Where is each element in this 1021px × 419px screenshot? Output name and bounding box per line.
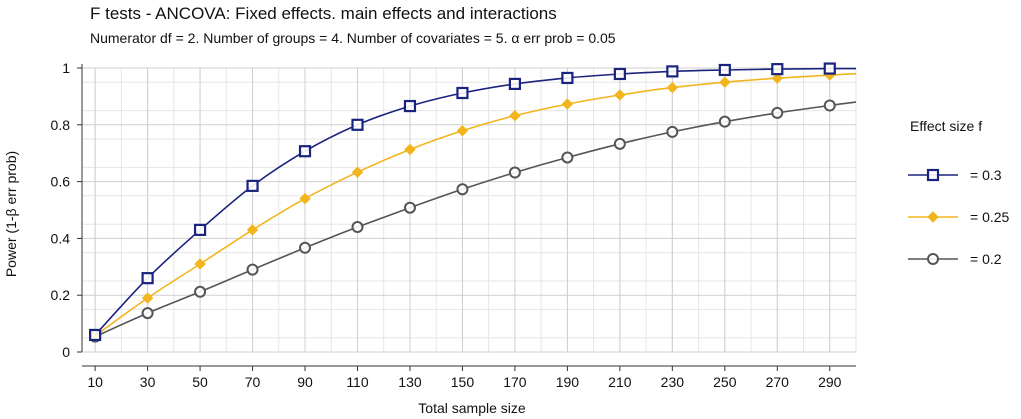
series-line-0-2	[94, 101, 857, 338]
legend-title: Effect size f	[910, 118, 982, 134]
legend-marker-0-2	[927, 253, 939, 265]
y-tick-label: 0.4	[51, 230, 71, 246]
legend-marker-0-25	[927, 211, 939, 223]
data-point-0-2	[718, 115, 731, 128]
data-point-0-2	[666, 125, 679, 138]
data-point-0-25	[404, 143, 416, 156]
data-point-0-3	[298, 145, 312, 158]
data-point-0-25	[246, 224, 259, 236]
tick-labels: 10 30 50 70 90 110 130 150 170 190 210 230 250 270 290…	[51, 60, 842, 390]
data-point-0-25	[299, 192, 311, 205]
y-tick-label: 0	[62, 344, 70, 360]
data-point-0-2	[141, 307, 154, 320]
x-tick-label: 230	[661, 374, 685, 390]
data-point-0-3	[771, 63, 784, 76]
y-tick-label: 0.2	[51, 287, 71, 303]
data-point-0-3	[141, 272, 154, 285]
legend-label-0-25: = 0.25	[970, 209, 1010, 225]
data-point-0-2	[351, 221, 364, 234]
data-point-0-3	[456, 86, 469, 100]
x-tick-label: 170	[503, 374, 527, 390]
data-point-0-3	[718, 63, 731, 77]
data-point-0-25	[509, 110, 521, 122]
data-point-0-25	[771, 72, 783, 84]
legend-label-0-2: = 0.2	[970, 251, 1002, 267]
data-point-0-25	[666, 81, 679, 94]
data-point-0-25	[561, 98, 574, 110]
data-point-0-2	[194, 285, 207, 298]
data-point-0-25	[719, 76, 731, 88]
legend: Effect size f = 0.3 = 0.25 = 0.2	[908, 118, 1010, 267]
data-point-0-2	[456, 183, 469, 196]
x-tick-label: 290	[818, 374, 842, 390]
x-tick-label: 110	[346, 374, 369, 390]
data-point-0-2	[561, 151, 574, 164]
data-point-0-2	[246, 263, 259, 276]
series-line-0-3	[94, 67, 857, 336]
data-point-0-2	[403, 201, 416, 214]
data-point-0-25	[194, 258, 206, 270]
series-line-0-25	[94, 72, 857, 337]
x-tick-label: 150	[451, 374, 475, 390]
x-tick-label: 70	[245, 374, 261, 390]
data-point-0-3	[193, 223, 207, 236]
data-point-0-3	[351, 118, 364, 131]
chart-subtitle: Numerator df = 2. Number of groups = 4. …	[90, 30, 616, 46]
x-axis-label: Total sample size	[418, 400, 526, 416]
data-point-0-3	[666, 65, 679, 78]
data-point-0-3	[508, 77, 522, 91]
x-tick-label: 210	[608, 374, 632, 390]
x-tick-label: 90	[297, 374, 313, 390]
x-tick-label: 50	[192, 374, 208, 390]
y-tick-label: 1	[62, 60, 70, 76]
chart-title: F tests - ANCOVA: Fixed effects. main ef…	[90, 4, 557, 23]
legend-label-0-3: = 0.3	[970, 167, 1002, 183]
x-tick-label: 270	[766, 374, 790, 390]
y-tick-label: 0.8	[51, 117, 71, 133]
legend-marker-0-3	[926, 168, 940, 182]
x-tick-label: 250	[713, 374, 737, 390]
y-axis-label: Power (1-β err prob)	[3, 151, 19, 277]
data-point-0-3	[823, 62, 836, 75]
data-point-0-3	[403, 99, 417, 113]
series-lines	[89, 62, 857, 343]
x-tick-label: 190	[556, 374, 580, 390]
data-point-0-25	[614, 89, 626, 101]
data-point-0-3	[246, 179, 259, 192]
data-point-0-2	[299, 241, 312, 254]
data-point-0-3	[89, 328, 102, 342]
data-point-0-25	[456, 125, 469, 137]
x-tick-label: 30	[140, 374, 156, 390]
axes	[77, 64, 856, 371]
data-point-0-25	[351, 166, 364, 178]
data-point-0-3	[561, 71, 574, 85]
data-point-0-25	[141, 292, 154, 304]
gridlines	[82, 67, 857, 353]
data-point-0-2	[508, 166, 521, 179]
y-tick-label: 0.6	[51, 174, 71, 190]
data-point-0-2	[613, 137, 626, 150]
x-tick-label: 10	[87, 374, 103, 390]
data-point-0-3	[613, 67, 626, 81]
data-point-0-2	[823, 99, 836, 112]
data-point-0-2	[771, 106, 784, 119]
x-tick-label: 130	[398, 374, 422, 390]
